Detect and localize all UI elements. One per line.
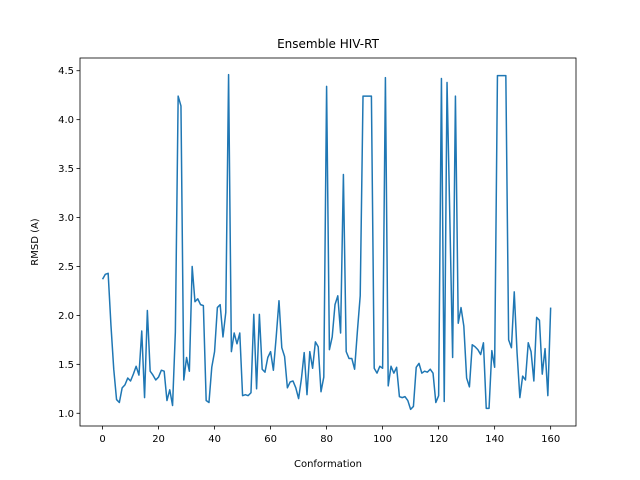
y-tick-label: 3.5 <box>58 164 74 175</box>
x-tick-label: 100 <box>373 434 392 445</box>
data-line <box>101 73 552 411</box>
x-tick-label: 0 <box>99 434 105 445</box>
x-tick-label: 140 <box>485 434 504 445</box>
y-tick-label: 2.5 <box>58 262 74 273</box>
x-axis-label: Conformation <box>294 459 362 470</box>
x-tick-label: 20 <box>152 434 165 445</box>
x-tick-label: 40 <box>208 434 221 445</box>
x-tick-label: 120 <box>429 434 448 445</box>
y-tick-label: 1.5 <box>58 360 74 371</box>
y-tick-label: 4.0 <box>58 115 74 126</box>
x-tick-label: 160 <box>541 434 560 445</box>
y-tick-label: 3.0 <box>58 213 74 224</box>
x-tick-label: 80 <box>320 434 333 445</box>
y-tick-label: 2.0 <box>58 311 74 322</box>
x-tick-label: 60 <box>264 434 277 445</box>
y-axis-label: RMSD (A) <box>30 218 41 266</box>
chart-title: Ensemble HIV-RT <box>277 37 380 51</box>
y-tick-label: 1.0 <box>58 409 74 420</box>
y-tick-label: 4.5 <box>58 66 74 77</box>
plot-frame <box>79 57 577 427</box>
